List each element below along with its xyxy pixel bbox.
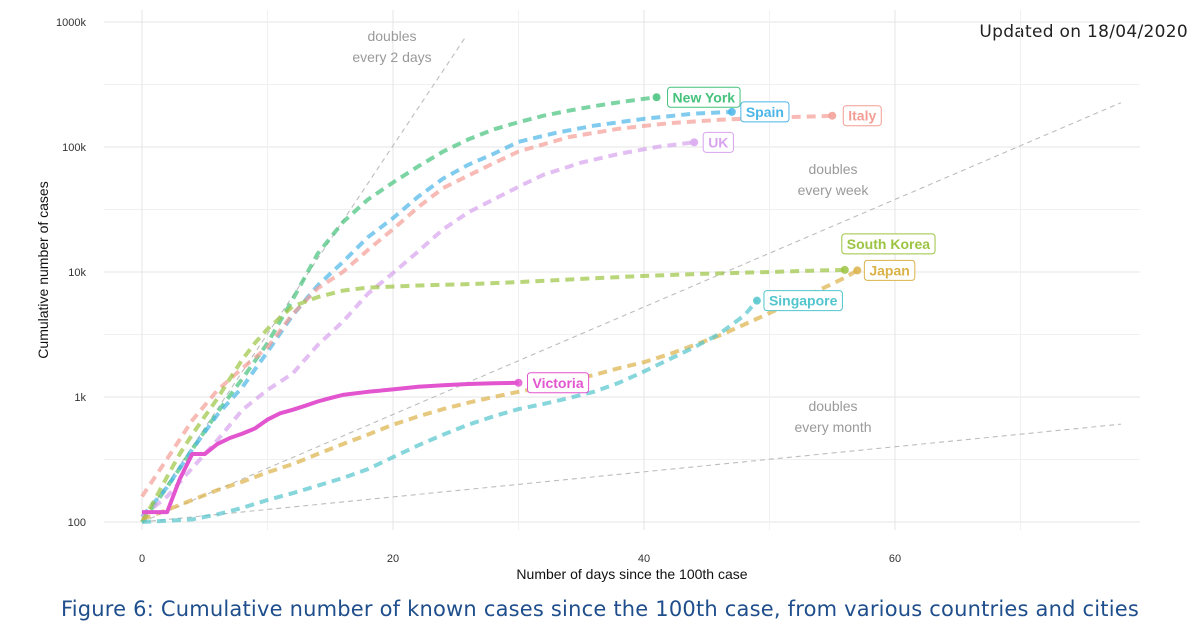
series-label-singapore: Singapore bbox=[769, 293, 838, 309]
x-tick-label: 20 bbox=[387, 553, 399, 565]
series-label-box-new-york bbox=[667, 86, 741, 108]
series-endpoint-singapore bbox=[752, 296, 761, 305]
y-axis-label: Cumulative number of cases bbox=[35, 181, 51, 358]
series-label-new-york: New York bbox=[673, 89, 736, 105]
y-tick-label: 10k bbox=[68, 267, 86, 279]
reference-label-line1: doubles bbox=[808, 161, 857, 177]
series-label-box-japan bbox=[863, 259, 916, 281]
series-label-spain: Spain bbox=[746, 104, 784, 120]
series-label-south-korea: South Korea bbox=[847, 236, 930, 252]
series-line-south-korea bbox=[140, 267, 845, 523]
series-label-japan: Japan bbox=[869, 262, 909, 278]
series-endpoint-new-york bbox=[652, 93, 661, 102]
series-label-box-italy bbox=[842, 105, 882, 127]
series-endpoint-south-korea bbox=[840, 265, 849, 274]
reference-label-line2: every week bbox=[798, 182, 870, 198]
series-label-box-singapore bbox=[763, 290, 843, 312]
series-line-uk bbox=[140, 140, 695, 519]
x-tick-label: 0 bbox=[139, 553, 145, 565]
updated-date: Updated on 18/04/2020 bbox=[979, 22, 1188, 42]
series-endpoint-uk bbox=[690, 138, 699, 147]
series-line-italy bbox=[140, 113, 833, 498]
reference-label-line2: every 2 days bbox=[352, 49, 431, 65]
series-label-box-victoria bbox=[527, 372, 590, 394]
series-endpoint-japan bbox=[853, 266, 862, 275]
reference-line bbox=[141, 423, 1121, 523]
reference-label-line1: doubles bbox=[367, 28, 416, 44]
y-tick-label: 1k bbox=[74, 392, 86, 404]
series-endpoint-italy bbox=[828, 111, 837, 120]
x-tick-label: 60 bbox=[889, 553, 901, 565]
y-tick-label: 100 bbox=[68, 517, 86, 529]
grid bbox=[104, 10, 1140, 530]
series-label-box-spain bbox=[740, 101, 790, 123]
figure-caption: Figure 6: Cumulative number of known cas… bbox=[60, 597, 1140, 621]
series-endpoint-victoria bbox=[514, 378, 523, 387]
series-line-new-york bbox=[140, 95, 657, 524]
series-label-uk: UK bbox=[708, 134, 728, 150]
series-endpoint-spain bbox=[727, 107, 736, 116]
series-label-box-south-korea bbox=[841, 233, 936, 255]
series-label-italy: Italy bbox=[848, 108, 876, 124]
series-line-singapore bbox=[141, 299, 759, 524]
x-axis-label: Number of days since the 100th case bbox=[516, 566, 747, 582]
series-label-victoria: Victoria bbox=[533, 375, 584, 391]
cumulative-cases-chart: doubles every 2 days doubles every week doub… bbox=[35, 10, 1140, 582]
y-tick-label: 1000k bbox=[56, 17, 86, 29]
series-labels: New York Spain Italy UK South Korea Japan Sing… bbox=[514, 86, 936, 394]
reference-label-line2: every month bbox=[794, 419, 871, 435]
reference-line bbox=[141, 102, 1122, 523]
axes: 100 1k 10k 100k 1000k 0 20 40 60 bbox=[56, 17, 901, 565]
series-label-box-uk bbox=[702, 131, 734, 153]
series-line-victoria bbox=[142, 380, 519, 515]
series-lines bbox=[140, 95, 859, 524]
reference-label-line1: doubles bbox=[808, 398, 857, 414]
x-tick-label: 40 bbox=[638, 553, 650, 565]
y-tick-label: 100k bbox=[62, 142, 86, 154]
series-line-spain bbox=[140, 109, 732, 519]
